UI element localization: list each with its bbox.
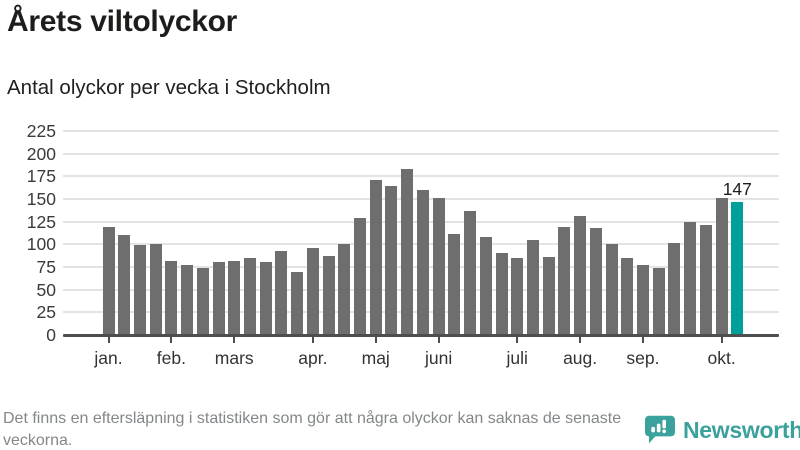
bar [605, 244, 618, 335]
bar [636, 265, 649, 335]
bar [401, 169, 414, 335]
y-axis-tick-label: 150 [26, 189, 56, 210]
bar [181, 265, 194, 335]
x-axis-tick [374, 336, 377, 343]
bar [432, 198, 445, 335]
bar [589, 228, 602, 335]
y-axis-tick-label: 125 [26, 211, 56, 232]
x-axis-month-label: okt. [707, 348, 736, 368]
x-axis-tick [311, 336, 314, 343]
bar [652, 267, 665, 335]
bar [102, 227, 115, 335]
bar [243, 257, 256, 335]
bar [479, 237, 492, 335]
x-axis-month-label: feb. [156, 348, 186, 368]
bar [212, 261, 225, 335]
bar [354, 218, 367, 335]
bar [542, 257, 555, 335]
x-axis-month-label: apr. [298, 348, 328, 368]
bar [338, 244, 351, 335]
bar [715, 198, 728, 335]
x-axis-month-label: jan. [94, 348, 123, 368]
gridline [63, 130, 779, 133]
x-axis-month-label: juni [424, 348, 453, 368]
x-axis-month-label: aug. [563, 348, 598, 368]
bar [574, 216, 587, 335]
bar [275, 250, 288, 335]
newsworthy-logo-icon [645, 415, 675, 444]
newsworthy-logo-text: Newsworthy [683, 416, 800, 443]
y-axis-tick-label: 175 [26, 166, 56, 187]
bar [149, 244, 162, 335]
bar [133, 245, 146, 335]
bar [118, 235, 131, 335]
y-axis-tick-label: 100 [26, 234, 56, 255]
page-title: Årets viltolyckor [7, 5, 237, 38]
y-axis-tick-label: 200 [26, 143, 56, 164]
bar [416, 190, 429, 335]
bar [291, 271, 304, 335]
bar [369, 180, 382, 335]
bar [621, 257, 634, 335]
x-axis-month-label: juli [506, 348, 528, 368]
bar [511, 257, 524, 335]
bar [526, 239, 539, 335]
bar [196, 267, 209, 335]
x-axis-tick [170, 336, 173, 343]
highlighted-bar [731, 201, 744, 335]
x-axis-tick [233, 336, 236, 343]
bar [699, 225, 712, 335]
x-axis-tick [107, 336, 110, 343]
page-subtitle: Antal olyckor per vecka i Stockholm [7, 76, 331, 99]
bar [448, 234, 461, 335]
footer-note: Det finns en eftersläpning i statistiken… [3, 410, 622, 449]
y-axis-tick-label: 225 [26, 121, 56, 142]
bar [228, 260, 241, 335]
y-axis-tick-label: 75 [36, 257, 56, 278]
gridline [63, 152, 779, 155]
y-axis-tick-label: 25 [36, 302, 56, 323]
x-axis-tick [720, 336, 723, 343]
bar [668, 243, 681, 335]
x-axis-tick [516, 336, 519, 343]
y-axis-tick-label: 50 [36, 279, 56, 300]
bar [385, 185, 398, 335]
bar [464, 210, 477, 335]
x-axis-line [63, 334, 779, 337]
bar [558, 227, 571, 335]
x-axis-tick [579, 336, 582, 343]
bar-value-label: 147 [722, 178, 752, 199]
bar [259, 261, 272, 335]
newsworthy-logo: Newsworthy [644, 415, 800, 445]
gridline [63, 175, 779, 178]
x-axis-month-label: sep. [626, 348, 660, 368]
x-axis-month-label: mars [214, 348, 254, 368]
x-axis-tick [641, 336, 644, 343]
x-axis-tick [437, 336, 440, 343]
bar [495, 253, 508, 335]
y-axis-tick-label: 0 [46, 325, 56, 345]
bar [165, 260, 178, 335]
bar [684, 221, 697, 335]
bar [322, 256, 335, 335]
x-axis-month-label: maj [361, 348, 390, 368]
bar [306, 248, 319, 335]
